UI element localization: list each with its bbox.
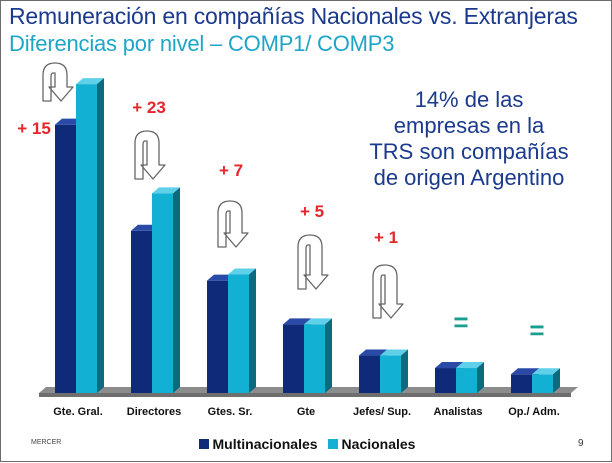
bar-front [55, 124, 76, 394]
u-turn-arrow-icon [134, 130, 166, 180]
legend-label-nacionales: Nacionales [341, 436, 416, 452]
bar-nacionales-4 [380, 349, 408, 393]
bar-nacionales-2 [228, 268, 256, 393]
legend-label-multinacionales: Multinacionales [212, 436, 318, 452]
bar-front [207, 280, 228, 393]
slide-title: Remuneración en compañías Nacionales vs.… [9, 3, 578, 29]
chart-arrows [42, 62, 404, 319]
footer-brand: MERCER [31, 439, 62, 446]
bar-side [325, 318, 332, 393]
bar-top [283, 318, 311, 325]
category-label-3: Gte [297, 406, 315, 418]
category-label-4: Jefes/ Sup. [353, 406, 411, 418]
page-number: 9 [578, 438, 584, 449]
bar-nacionales-3 [304, 318, 332, 393]
bar-top [152, 187, 180, 194]
bar-side [477, 362, 484, 393]
bar-top [532, 368, 560, 375]
bar-front [283, 324, 304, 393]
diff-label-2: + 7 [219, 161, 243, 180]
category-label-2: Gtes. Sr. [208, 406, 253, 418]
u-turn-arrow-icon [42, 62, 74, 102]
bar-front [456, 368, 477, 393]
bar-top [456, 362, 484, 369]
bar-top [435, 362, 463, 369]
diff-label-3: + 5 [300, 202, 324, 221]
category-label-1: Directores [127, 406, 181, 418]
bar-top [380, 349, 408, 356]
legend-swatch-nacionales [327, 439, 338, 449]
u-turn-arrow-icon [297, 234, 329, 290]
bar-side [401, 349, 408, 393]
chart-bars [55, 78, 560, 394]
bar-front [76, 84, 97, 394]
category-label-0: Gte. Gral. [53, 406, 103, 418]
legend-swatch-multinacionales [198, 439, 209, 449]
bar-front [532, 374, 553, 393]
bar-top [304, 318, 332, 325]
legend-item-nacionales: Nacionales [327, 436, 416, 452]
diff-label-0: + 15 [17, 119, 51, 138]
chart-legend: Multinacionales Nacionales [1, 436, 612, 452]
bar-top [228, 268, 256, 275]
bar-front [131, 230, 152, 393]
bar-front [304, 324, 325, 393]
slide-subtitle: Diferencias por nivel – COMP1/ COMP3 [9, 31, 395, 56]
bar-nacionales-1 [152, 187, 180, 393]
diff-label-4: + 1 [374, 228, 398, 247]
diff-label-1: + 23 [132, 98, 166, 117]
bar-nacionales-0 [76, 78, 104, 394]
u-turn-arrow-icon [217, 200, 249, 248]
callout-text: 14% de las empresas en la TRS son compañ… [369, 87, 569, 190]
bar-side [553, 368, 560, 393]
bar-nacionales-6 [532, 368, 560, 393]
diff-label-6: = [529, 315, 544, 345]
category-label-6: Op./ Adm. [508, 406, 560, 418]
bar-top [511, 368, 539, 375]
legend-item-multinacionales: Multinacionales [198, 436, 318, 452]
bar-top [76, 78, 104, 85]
chart-floor-front [39, 393, 571, 397]
bar-top [359, 349, 387, 356]
bar-side [173, 187, 180, 393]
bar-front [359, 355, 380, 393]
diff-label-5: = [453, 307, 468, 337]
bar-front [228, 274, 249, 393]
bar-front [380, 355, 401, 393]
bar-nacionales-5 [456, 362, 484, 393]
bar-side [249, 268, 256, 393]
u-turn-arrow-icon [372, 264, 404, 319]
bar-side [97, 78, 104, 394]
bar-front [152, 193, 173, 393]
category-label-5: Analistas [434, 406, 483, 418]
bar-front [435, 368, 456, 393]
bar-front [511, 374, 532, 393]
chart-labels: Gte. Gral. Directores Gtes. Sr. Gte Jefes/ S… [17, 98, 560, 418]
